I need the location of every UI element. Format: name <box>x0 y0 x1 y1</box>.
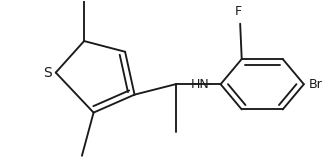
Text: F: F <box>235 5 242 18</box>
Text: S: S <box>43 66 52 80</box>
Text: Br: Br <box>309 78 322 91</box>
Text: HN: HN <box>190 78 209 91</box>
